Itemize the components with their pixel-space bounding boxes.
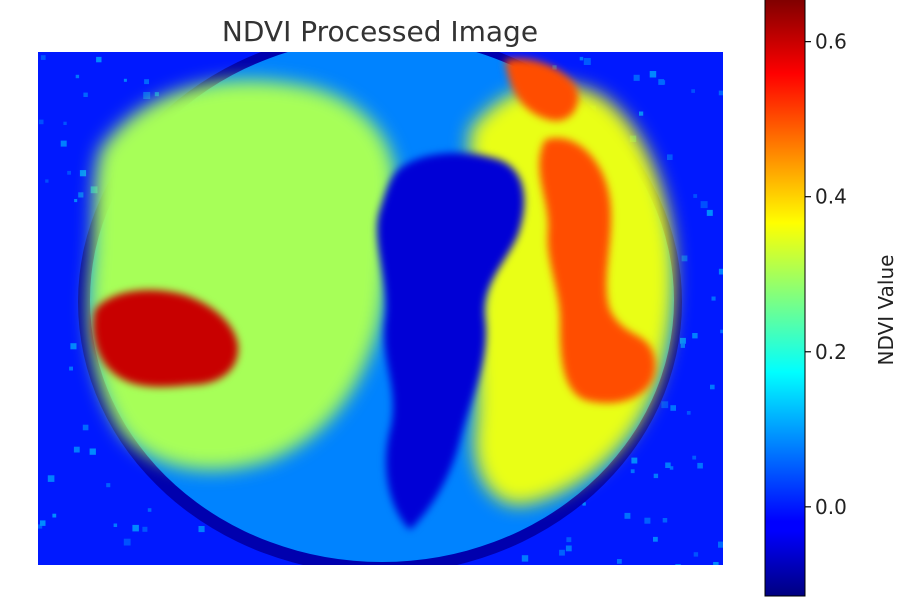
noise-speck [52,513,57,518]
noise-speck [691,89,695,93]
noise-speck [73,446,80,453]
noise-speck [583,58,591,65]
region-right-crescent-hotspot [539,138,656,404]
noise-speck [680,337,686,344]
noise-speck [692,455,697,460]
noise-speck [718,90,723,96]
colorbar-label: NDVI Value [874,255,898,366]
noise-speck [82,424,89,431]
noise-speck [653,536,658,542]
noise-speck [96,56,102,63]
noise-speck [675,564,681,565]
noise-speck [79,170,87,177]
noise-speck [521,555,529,562]
noise-speck [60,140,67,147]
noise-speck [693,552,699,557]
noise-speck [692,333,698,339]
noise-speck [665,462,671,468]
noise-speck [69,366,73,371]
noise-speck [658,79,665,85]
noise-speck [40,55,46,60]
noise-speck [78,192,84,198]
noise-speck [718,541,723,548]
noise-speck [720,329,723,334]
noise-speck [89,448,96,455]
noise-speck [74,199,78,203]
region-lower-left-hotspot [93,290,239,387]
noise-speck [710,384,715,390]
noise-speck [711,296,716,301]
noise-speck [565,545,572,552]
noise-speck [633,74,640,81]
noise-speck [83,92,88,97]
noise-speck [47,475,55,482]
noise-speck [579,56,584,61]
noise-speck [706,209,713,216]
colorbar-ticks: 0.0 0.2 0.4 0.6 [805,30,847,519]
hotspots [93,58,656,404]
noise-speck [681,255,688,262]
noise-speck [669,466,674,470]
region-center-gap [377,153,525,530]
noise-speck [132,524,139,532]
noise-speck [624,512,631,519]
noise-speck [630,469,635,474]
noise-speck [667,154,673,160]
noise-speck [147,508,152,512]
noise-speck [154,92,159,97]
colorbar-tick-label: 0.2 [815,340,847,364]
noise-speck [106,483,111,488]
noise-speck [662,518,668,523]
noise-speck [697,462,703,469]
colorbar-tick-label: 0.0 [815,495,847,519]
noise-speck [680,343,685,348]
noise-speck [144,79,149,85]
noise-speck [686,411,691,415]
noise-speck [40,520,46,526]
noise-speck [38,524,43,529]
noise-speck [559,549,565,556]
noise-speck [693,194,698,198]
noise-speck [143,92,151,99]
chart-title: NDVI Processed Image [222,15,538,48]
noise-speck [75,74,80,79]
noise-speck [552,65,557,70]
noise-speck [70,343,77,350]
colorbar-gradient [764,0,806,597]
noise-speck [90,186,98,194]
noise-speck [713,562,719,565]
noise-speck [566,537,572,543]
noise-speck [649,71,657,78]
colorbar-tick-label: 0.6 [815,30,847,54]
noise-speck [123,78,127,82]
noise-speck [38,119,44,125]
noise-speck [67,170,71,175]
noise-speck [700,201,708,209]
noise-speck [113,523,118,527]
background-noise [38,55,723,565]
noise-speck [198,526,205,533]
noise-speck [644,517,651,524]
noise-speck [639,111,644,116]
noise-speck [718,268,723,275]
region-upper-right-hotspot [505,58,579,121]
noise-speck [653,473,659,479]
noise-speck [45,179,49,183]
noise-speck [670,405,676,411]
noise-speck [582,502,586,506]
noise-speck [631,457,638,464]
noise-speck [661,401,669,409]
noise-speck [123,538,131,546]
ndvi-heatmap [38,52,723,565]
noise-speck [617,559,622,564]
noise-speck [63,121,67,125]
noise-speck [142,526,148,532]
colorbar-tick-label: 0.4 [815,185,847,209]
colorbar: 0.0 0.2 0.4 0.6 NDVI Value [764,0,898,597]
